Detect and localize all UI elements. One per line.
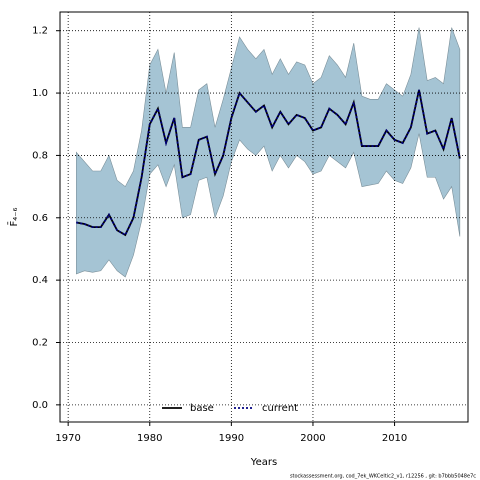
x-tick-label: 1990 bbox=[219, 433, 244, 444]
y-tick-label: 0.4 bbox=[32, 275, 48, 286]
x-axis-label: Years bbox=[250, 457, 277, 468]
x-tick-label: 1970 bbox=[55, 433, 80, 444]
confidence-band bbox=[76, 27, 461, 278]
y-tick-label: 0.8 bbox=[32, 150, 48, 161]
x-tick-label: 2010 bbox=[382, 433, 407, 444]
x-tick-label: 2000 bbox=[300, 433, 325, 444]
y-tick-label: 0.2 bbox=[32, 337, 48, 348]
y-tick-label: 0.6 bbox=[32, 213, 48, 224]
y-tick-label: 1.2 bbox=[32, 26, 48, 37]
legend-label: base bbox=[190, 403, 214, 414]
y-tick-label: 1.0 bbox=[32, 88, 48, 99]
legend-label: current bbox=[262, 403, 298, 414]
x-tick-label: 1980 bbox=[137, 433, 162, 444]
plot-frame bbox=[59, 11, 469, 423]
footer: stockassessment.org, cod_7ek_WKCeltic2_v… bbox=[290, 474, 476, 480]
y-axis-label: F̄₄₋₆ bbox=[7, 207, 20, 226]
line-current bbox=[76, 89, 461, 237]
y-tick-label: 0.0 bbox=[32, 400, 48, 411]
